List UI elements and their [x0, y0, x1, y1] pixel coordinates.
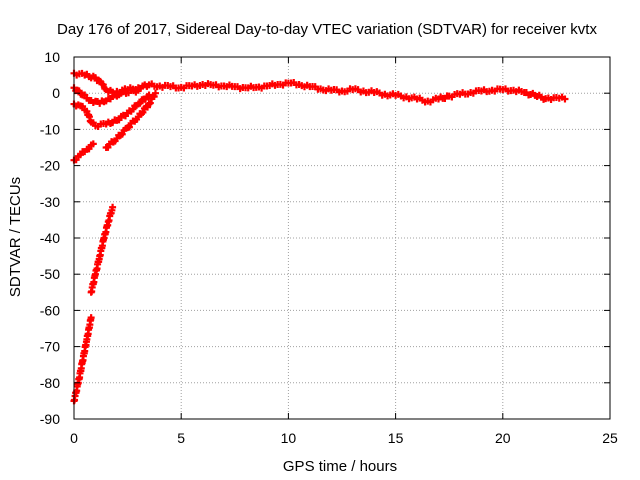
- data-point-interp: [79, 102, 87, 110]
- x-tick-label: 0: [70, 430, 78, 446]
- y-tick-label: -40: [40, 230, 60, 246]
- data-point-interp: [558, 93, 566, 101]
- y-tick-label: -80: [40, 375, 60, 391]
- data-point-interp: [121, 112, 129, 120]
- data-point-interp: [85, 145, 93, 153]
- axis-ticks: 0 5 10 15 20 25 10 0 -10 -20 -30 -40 -50 -60 -70 -80 -90: [40, 49, 618, 446]
- grid: [74, 57, 610, 419]
- data-point-interp: [139, 108, 147, 116]
- data-point-interp: [74, 152, 82, 160]
- y-tick-label: -60: [40, 302, 60, 318]
- data-point-interp: [143, 82, 151, 90]
- data-point-interp: [99, 81, 107, 89]
- data-point-interp: [432, 94, 440, 102]
- data-point-interp: [81, 106, 89, 114]
- data-point-interp: [89, 119, 97, 127]
- data-point-interp: [125, 123, 133, 131]
- data-point-interp: [540, 95, 548, 103]
- chart-title: Day 176 of 2017, Sidereal Day-to-day VTE…: [57, 21, 597, 38]
- x-tick-label: 10: [281, 430, 297, 446]
- data-point-interp: [136, 99, 144, 107]
- data-point-interp: [106, 86, 114, 94]
- data-point-interp: [99, 236, 107, 244]
- data-point-interp: [74, 101, 82, 109]
- data-point-interp: [146, 99, 154, 107]
- data-point-interp: [89, 72, 97, 80]
- y-tick-label: -30: [40, 194, 60, 210]
- x-tick-label: 25: [602, 430, 618, 446]
- data-point-interp: [99, 119, 107, 127]
- y-tick-label: -10: [40, 121, 60, 137]
- data-point-interp: [85, 96, 93, 104]
- data-point-interp: [150, 93, 158, 101]
- data-point-interp: [81, 148, 89, 156]
- data-point-interp: [303, 81, 311, 89]
- data-point-interp: [87, 141, 95, 149]
- data-point-interp: [122, 124, 130, 132]
- data-point-interp: [529, 89, 537, 97]
- data-point-interp: [104, 221, 112, 229]
- y-tick-label: -90: [40, 411, 60, 427]
- data-point-interp: [443, 92, 451, 100]
- y-axis-label: SDTVAR / TECUs: [7, 177, 24, 297]
- data-point-interp: [82, 338, 90, 346]
- data-point-interp: [115, 116, 123, 124]
- y-tick-label: 10: [44, 49, 60, 65]
- data-point-interp: [108, 206, 116, 214]
- data-point-interp: [133, 115, 141, 123]
- y-tick-label: -70: [40, 339, 60, 355]
- x-axis-label: GPS time / hours: [283, 458, 397, 475]
- data-point-interp: [115, 91, 123, 99]
- data-point-interp: [101, 85, 109, 93]
- y-tick-label: -20: [40, 158, 60, 174]
- data-point-interp: [111, 137, 119, 145]
- data-point-interp: [144, 103, 152, 111]
- data-point-interp: [87, 316, 95, 324]
- y-tick-label: -50: [40, 266, 60, 282]
- data-point-interp: [133, 101, 141, 109]
- data-point-interp: [102, 97, 110, 105]
- x-tick-label: 5: [177, 430, 185, 446]
- x-tick-label: 15: [388, 430, 404, 446]
- data-point-interp: [118, 130, 126, 138]
- x-tick-label: 20: [495, 430, 511, 446]
- data-point-interp: [132, 88, 140, 96]
- y-tick-label: 0: [52, 85, 60, 101]
